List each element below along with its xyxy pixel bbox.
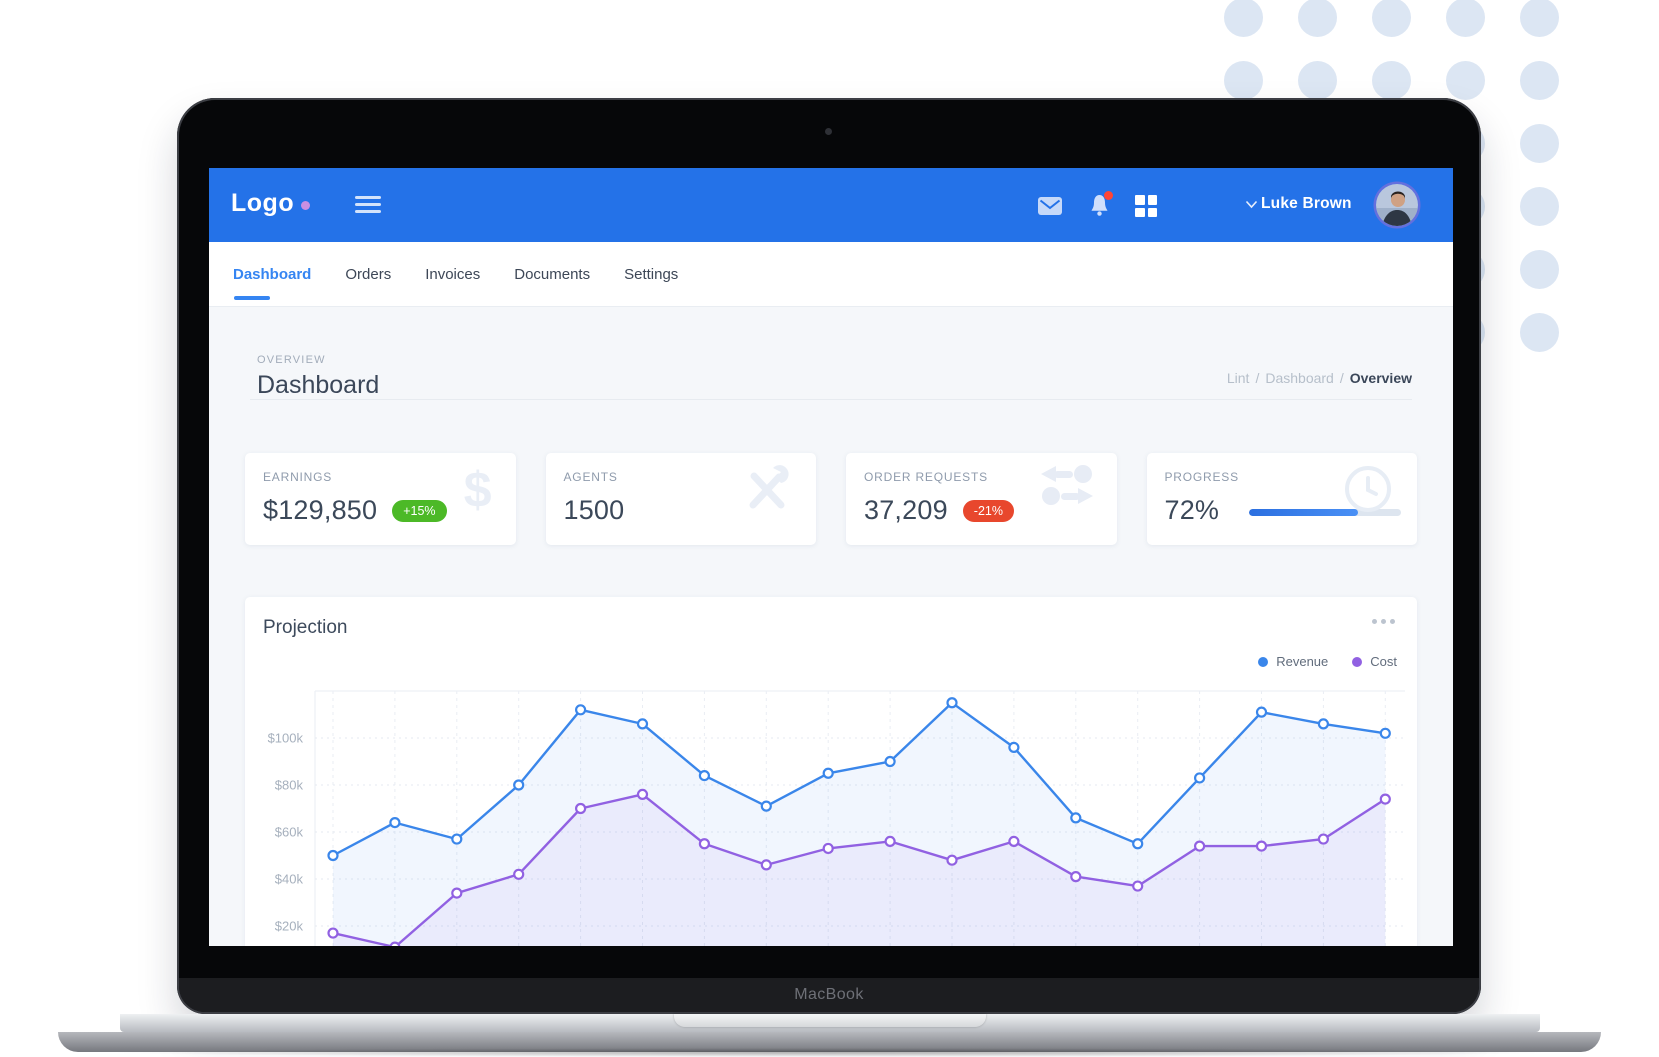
stat-card-progress: PROGRESS 72% (1147, 453, 1418, 545)
stat-card-earnings: EARNINGS$129,850+15%$ (245, 453, 516, 545)
tab-documents[interactable]: Documents (514, 242, 590, 306)
svg-text:$40k: $40k (275, 872, 304, 887)
stat-value: 1500 (564, 495, 625, 526)
stat-label: PROGRESS (1165, 470, 1400, 484)
app-header: Logo Luke Brown (209, 168, 1453, 242)
stat-value: 72% (1165, 495, 1220, 526)
stat-label: ORDER REQUESTS (864, 470, 1099, 484)
bell-icon[interactable] (1090, 194, 1109, 221)
svg-text:$60k: $60k (275, 825, 304, 840)
notification-dot (1104, 191, 1113, 200)
main-content: OVERVIEW Dashboard Lint / Dashboard / Overvi… (209, 307, 1453, 946)
avatar[interactable] (1376, 184, 1418, 226)
stat-card-agents: AGENTS 1500 (546, 453, 817, 545)
logo-text: Logo (231, 189, 294, 217)
breadcrumb: Lint / Dashboard / Overview (1227, 370, 1412, 386)
chevron-down-icon (1245, 200, 1258, 209)
stat-label: AGENTS (564, 470, 799, 484)
page-header: OVERVIEW Dashboard Lint / Dashboard / Overvi… (250, 307, 1412, 400)
stat-badge: +15% (392, 500, 446, 522)
projection-chart: $100k $80k $60k $40k $20k (245, 597, 1417, 946)
svg-text:$80k: $80k (275, 778, 304, 793)
tab-dashboard[interactable]: Dashboard (233, 242, 311, 306)
svg-text:$20k: $20k (275, 919, 304, 934)
svg-text:$100k: $100k (268, 731, 304, 746)
stat-value: 37,209 (864, 495, 948, 526)
stat-card-order-requests: ORDER REQUESTS 37,209 -21% (846, 453, 1117, 545)
page-overline: OVERVIEW (257, 354, 1412, 366)
stat-label: EARNINGS (263, 470, 498, 484)
logo-dot-icon (301, 201, 310, 210)
breadcrumb-separator: / (1255, 370, 1259, 386)
tab-settings[interactable]: Settings (624, 242, 678, 306)
macbook-label: MacBook (794, 986, 864, 1004)
breadcrumb-link-lint[interactable]: Lint (1227, 370, 1250, 386)
apps-grid-icon[interactable] (1135, 195, 1157, 217)
macbook-base-deck (120, 1014, 1540, 1032)
user-name: Luke Brown (1261, 195, 1352, 213)
menu-icon[interactable] (355, 196, 381, 217)
logo[interactable]: Logo (231, 189, 310, 218)
macbook-lid: Logo Luke Brown (177, 98, 1481, 1014)
primary-nav: Dashboard Orders Invoices Documents Settings (209, 242, 1453, 307)
breadcrumb-separator: / (1340, 370, 1344, 386)
macbook-hinge-notch (674, 1014, 986, 1027)
macbook-front-edge (58, 1032, 1601, 1052)
stat-value: $129,850 (263, 495, 377, 526)
webcam-icon (825, 128, 832, 135)
breadcrumb-link-dashboard[interactable]: Dashboard (1265, 370, 1334, 386)
mail-icon[interactable] (1038, 197, 1062, 215)
tab-orders[interactable]: Orders (345, 242, 391, 306)
macbook-chin: MacBook (179, 978, 1479, 1012)
dashboard-screen: Logo Luke Brown (209, 168, 1453, 946)
stat-badge: -21% (963, 500, 1014, 522)
user-menu[interactable]: Luke Brown (1245, 195, 1352, 213)
tab-invoices[interactable]: Invoices (425, 242, 480, 306)
breadcrumb-current: Overview (1350, 370, 1412, 386)
progress-bar (1249, 509, 1401, 516)
